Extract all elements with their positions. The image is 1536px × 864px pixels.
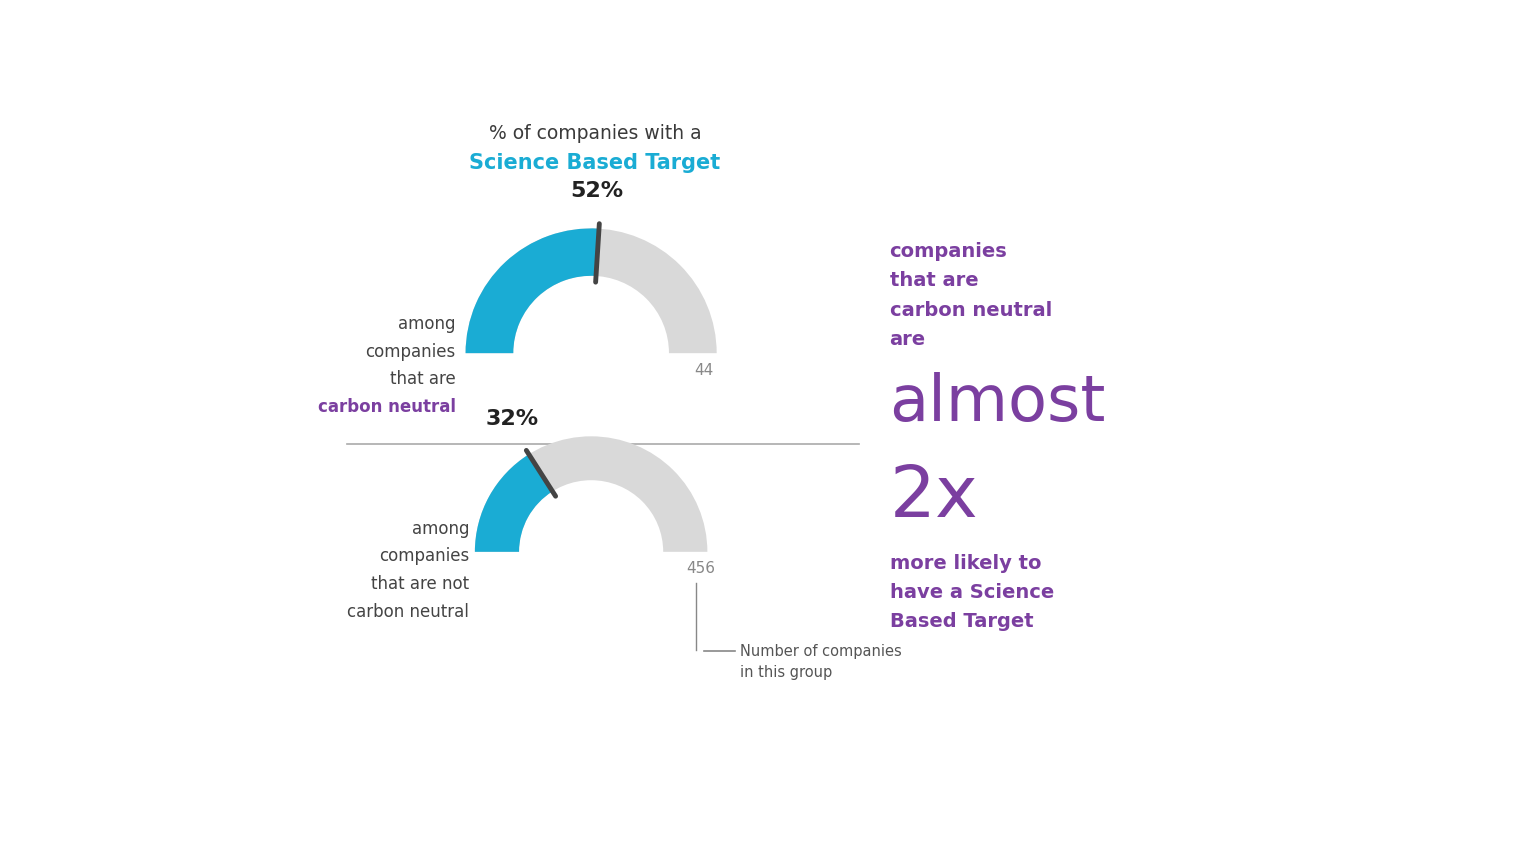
- Text: that are: that are: [390, 371, 456, 388]
- Text: % of companies with a: % of companies with a: [488, 124, 702, 143]
- Wedge shape: [475, 454, 553, 552]
- Text: among: among: [412, 520, 468, 537]
- Text: among: among: [398, 314, 456, 333]
- Text: 52%: 52%: [570, 181, 624, 201]
- Text: have a Science: have a Science: [889, 583, 1054, 602]
- Text: companies: companies: [379, 548, 468, 565]
- Wedge shape: [465, 228, 599, 353]
- Text: in this group: in this group: [740, 665, 833, 680]
- Text: 2x: 2x: [889, 463, 978, 532]
- Text: 456: 456: [687, 562, 716, 576]
- Text: Number of companies: Number of companies: [740, 644, 902, 658]
- Wedge shape: [475, 436, 708, 552]
- Text: companies: companies: [366, 343, 456, 360]
- Text: companies: companies: [889, 242, 1008, 261]
- Text: Based Target: Based Target: [889, 613, 1034, 632]
- Text: that are: that are: [889, 271, 978, 290]
- Wedge shape: [465, 228, 717, 353]
- Text: 44: 44: [694, 363, 713, 378]
- Text: are: are: [889, 330, 926, 349]
- Text: Science Based Target: Science Based Target: [470, 153, 720, 173]
- Text: almost: almost: [889, 372, 1106, 435]
- Text: more likely to: more likely to: [889, 554, 1041, 573]
- Text: 32%: 32%: [485, 409, 539, 429]
- Text: that are not: that are not: [370, 575, 468, 594]
- Text: carbon neutral: carbon neutral: [318, 398, 456, 416]
- Text: carbon neutral: carbon neutral: [889, 301, 1052, 320]
- Text: carbon neutral: carbon neutral: [347, 603, 468, 621]
